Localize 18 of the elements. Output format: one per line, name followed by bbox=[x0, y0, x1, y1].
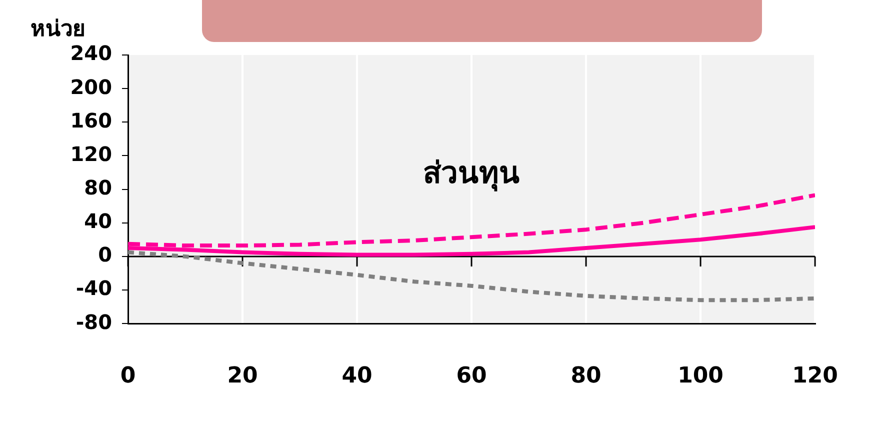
y-tick-label: 160 bbox=[70, 108, 112, 132]
y-tick-label: 40 bbox=[84, 209, 112, 234]
x-tick-label: 80 bbox=[570, 364, 602, 389]
x-tick-label: 60 bbox=[456, 364, 487, 389]
x-tick-label: 0 bbox=[120, 364, 136, 389]
annotation: ส่วนทุน bbox=[423, 156, 520, 192]
x-tick-label: 120 bbox=[792, 364, 838, 389]
y-tick-label: 0 bbox=[98, 242, 112, 267]
x-tick-label: 20 bbox=[227, 364, 258, 389]
y-tick-label: -40 bbox=[76, 276, 112, 300]
y-tick-label: 120 bbox=[70, 142, 112, 166]
y-axis-title: หน่วย bbox=[30, 17, 86, 42]
x-tick-label: 100 bbox=[678, 364, 724, 389]
y-tick-label: 200 bbox=[70, 74, 112, 99]
y-tick-label: -80 bbox=[76, 310, 112, 334]
y-tick-label: 240 bbox=[70, 41, 112, 66]
y-tick-label: 80 bbox=[84, 176, 112, 200]
x-tick-label: 40 bbox=[342, 364, 372, 389]
